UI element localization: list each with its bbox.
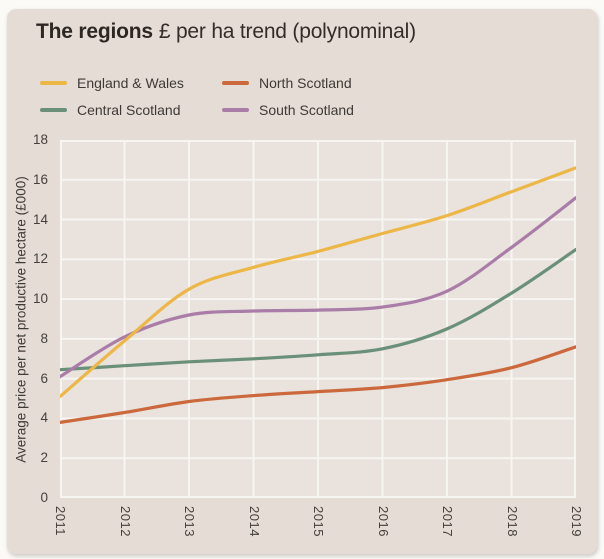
gridlines <box>60 140 576 498</box>
y-tick-label: 4 <box>40 410 48 426</box>
y-tick-label: 6 <box>40 370 48 386</box>
plot-area <box>60 140 576 498</box>
chart-title: The regions £ per ha trend (polynominal) <box>36 20 416 44</box>
legend-item-north-scotland: North Scotland <box>222 75 354 91</box>
y-tick-label: 2 <box>40 450 48 466</box>
legend-item-england-wales: England & Wales <box>40 75 222 91</box>
chart-title-regular: £ per ha trend (polynominal) <box>158 20 416 43</box>
series-line-central-scotland <box>60 247 576 372</box>
x-tick-label: 2012 <box>117 506 133 537</box>
line-chart-svg <box>60 140 576 498</box>
legend-label: England & Wales <box>77 75 184 91</box>
y-tick-label: 18 <box>32 132 48 147</box>
series-line-england-wales <box>60 166 576 399</box>
legend: England & Wales North Scotland Central Sco… <box>40 75 354 118</box>
series-line-south-scotland <box>60 196 576 379</box>
legend-item-central-scotland: Central Scotland <box>40 102 222 118</box>
x-tick-label: 2011 <box>53 506 68 536</box>
x-tick-label: 2013 <box>182 506 197 537</box>
chart-title-bold: The regions <box>36 20 153 43</box>
y-tick-label: 16 <box>32 171 48 187</box>
legend-label: South Scotland <box>259 102 354 118</box>
legend-swatch-icon <box>222 108 249 112</box>
x-tick-label: 2015 <box>311 506 326 537</box>
series-line-north-scotland <box>60 345 576 424</box>
legend-swatch-icon <box>222 81 249 85</box>
y-tick-label: 14 <box>32 211 48 227</box>
x-tick-label: 2017 <box>440 506 455 537</box>
legend-swatch-icon <box>40 108 67 112</box>
x-tick-label: 2019 <box>569 506 584 537</box>
chart-card: The regions £ per ha trend (polynominal) … <box>7 9 597 554</box>
x-tick-label: 2016 <box>375 506 391 537</box>
legend-label: North Scotland <box>259 75 352 91</box>
x-tick-label: 2014 <box>246 506 262 537</box>
legend-item-south-scotland: South Scotland <box>222 102 354 118</box>
legend-label: Central Scotland <box>77 102 181 118</box>
y-tick-label: 12 <box>32 251 48 267</box>
y-tick-label: 0 <box>40 490 48 505</box>
legend-swatch-icon <box>40 81 67 85</box>
x-tick-label: 2018 <box>504 506 520 537</box>
y-tick-label: 8 <box>40 330 48 346</box>
y-tick-label: 10 <box>32 291 48 307</box>
